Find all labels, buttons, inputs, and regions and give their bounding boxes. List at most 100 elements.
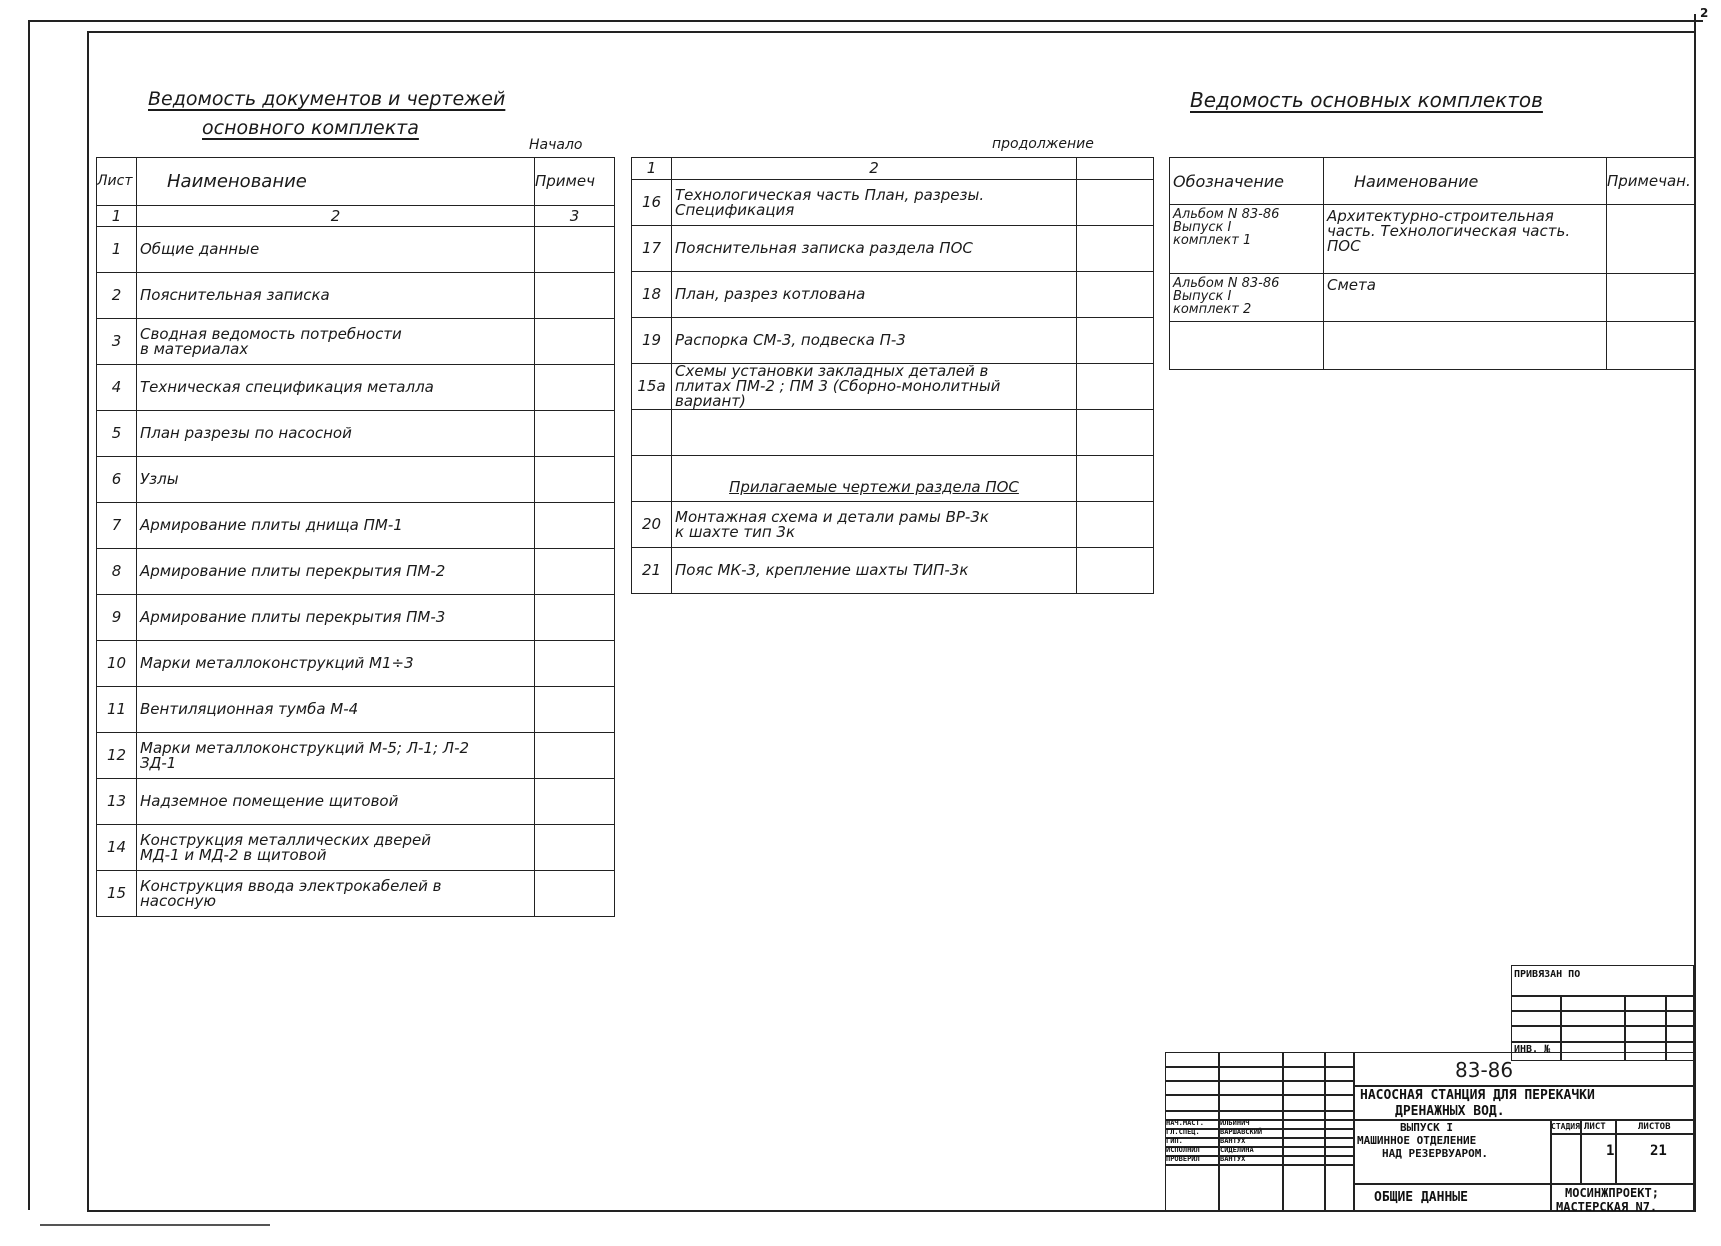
main-block: [1165, 1052, 1694, 1212]
row-name: [671, 409, 1077, 456]
table-row: 21 Пояс МК-3, крепление шахты ТИП-3к: [631, 547, 1154, 594]
table-row: 3 Сводная ведомость потребности в материа…: [96, 318, 615, 365]
row-note: [534, 364, 615, 411]
row-note: [534, 686, 615, 733]
row-number: 15а: [631, 363, 672, 410]
page-number: 2: [1700, 6, 1709, 20]
divider: [1324, 1052, 1326, 1212]
divider: [1624, 995, 1626, 1061]
row-number: 6: [96, 456, 137, 503]
table-row: Прилагаемые чертежи раздела ПОС: [631, 455, 1154, 502]
colnum-3: 3: [534, 205, 615, 227]
row-number: 21: [631, 547, 672, 594]
row-note: [1076, 317, 1154, 364]
set-name: Смета: [1323, 273, 1607, 322]
table-row: 7 Армирование плиты днища ПМ-1: [96, 502, 615, 549]
sheet-value: 1: [1606, 1143, 1615, 1159]
signature-role: ГИП.: [1166, 1137, 1183, 1145]
project-code: 83-86: [1455, 1058, 1514, 1082]
row-note: [1076, 455, 1154, 502]
attached-box: [1511, 965, 1694, 1061]
table-row: 12 Марки металлоконструкций М-5; Л-1; Л-2…: [96, 732, 615, 779]
set-code: Альбом N 83-86 Выпуск I комплект 1: [1169, 204, 1324, 274]
table-row: 8 Армирование плиты перекрытия ПМ-2: [96, 548, 615, 595]
row-name: Пояснительная записка: [136, 272, 535, 319]
divider: [1353, 1119, 1694, 1121]
divider: [1165, 1119, 1353, 1121]
row-number: 13: [96, 778, 137, 825]
project-title-line-1: НАСОСНАЯ СТАНЦИЯ ДЛЯ ПЕРЕКАЧКИ: [1360, 1088, 1595, 1103]
header-name: Наименование: [136, 157, 535, 206]
divider: [1218, 1052, 1220, 1212]
colnum-3: [1076, 157, 1154, 180]
row-name: Надземное помещение щитовой: [136, 778, 535, 825]
row-number: 18: [631, 271, 672, 318]
row-note: [1076, 409, 1154, 456]
attached-label: ПРИВЯЗАН ПО: [1514, 969, 1581, 980]
divider: [1353, 1085, 1694, 1087]
row-number: 5: [96, 410, 137, 457]
table-row: 18 План, разрез котлована: [631, 271, 1154, 318]
divider: [1511, 1041, 1694, 1043]
divider: [1353, 1052, 1355, 1212]
inner-frame-top: [87, 31, 1694, 33]
signature-name: ИЛЬИНИЧ: [1220, 1119, 1250, 1127]
divider: [1550, 1133, 1694, 1135]
row-number: 17: [631, 225, 672, 272]
bottom-edge: [40, 1224, 270, 1226]
row-name: Конструкция металлических дверей МД-1 и …: [136, 824, 535, 871]
colnum-1: 1: [96, 205, 137, 227]
table-row: 15а Схемы установки закладных деталей в п…: [631, 363, 1154, 410]
divider: [1165, 1155, 1353, 1157]
signature-name: ВАРШАВСКИЙ: [1220, 1128, 1263, 1136]
table-row: 11 Вентиляционная тумба М-4: [96, 686, 615, 733]
table-row: 16 Технологическая часть План, разрезы. С…: [631, 179, 1154, 226]
row-name: Марки металлоконструкций М-5; Л-1; Л-2 З…: [136, 732, 535, 779]
issue-line-2: МАШИННОЕ ОТДЕЛЕНИЕ: [1357, 1134, 1477, 1147]
row-note: [1076, 225, 1154, 272]
signature-name: ВАНТУХ: [1220, 1137, 1246, 1145]
divider: [1665, 995, 1667, 1061]
divider: [1282, 1052, 1284, 1212]
table-row: 13 Надземное помещение щитовой: [96, 778, 615, 825]
row-name: Технологическая часть План, разрезы. Спе…: [671, 179, 1077, 226]
outer-frame-top: [28, 20, 1703, 22]
divider: [1615, 1119, 1617, 1183]
table-row: 10 Марки металлоконструкций М1÷3: [96, 640, 615, 687]
row-note: [534, 778, 615, 825]
row-name: Узлы: [136, 456, 535, 503]
set-note: [1606, 273, 1695, 322]
inv-no-label: ИНВ. №: [1514, 1044, 1551, 1055]
row-number: 10: [96, 640, 137, 687]
row-number: 12: [96, 732, 137, 779]
divider: [1511, 1025, 1694, 1027]
table-row: 6 Узлы: [96, 456, 615, 503]
row-note: [1076, 179, 1154, 226]
row-name: Марки металлоконструкций М1÷3: [136, 640, 535, 687]
row-number: 15: [96, 870, 137, 917]
set-code: [1169, 321, 1324, 370]
row-number: 16: [631, 179, 672, 226]
organization-line-1: МОСИНЖПРОЕКТ;: [1565, 1186, 1659, 1200]
row-name: Сводная ведомость потребности в материал…: [136, 318, 535, 365]
row-name: Конструкция ввода электрокабелей в насос…: [136, 870, 535, 917]
table-row: 14 Конструкция металлических дверей МД-1 …: [96, 824, 615, 871]
table-row: [1169, 321, 1695, 370]
project-title-line-2: ДРЕНАЖНЫХ ВОД.: [1395, 1104, 1505, 1119]
row-note: [534, 640, 615, 687]
row-note: [534, 594, 615, 641]
set-note: [1606, 321, 1695, 370]
row-note: [534, 456, 615, 503]
row-note: [534, 824, 615, 871]
table-row: 15 Конструкция ввода электрокабелей в нас…: [96, 870, 615, 917]
row-note: [534, 732, 615, 779]
row-note: [534, 318, 615, 365]
row-note: [1076, 501, 1154, 548]
divider: [1560, 995, 1562, 1061]
set-code: Альбом N 83-86 Выпуск I комплект 2: [1169, 273, 1324, 322]
issue-line-3: НАД РЕЗЕРВУАРОМ.: [1382, 1147, 1488, 1160]
inner-frame-bottom: [87, 1210, 1694, 1212]
row-note: [1076, 363, 1154, 410]
row-number: 14: [96, 824, 137, 871]
outer-frame-left: [28, 20, 30, 1210]
